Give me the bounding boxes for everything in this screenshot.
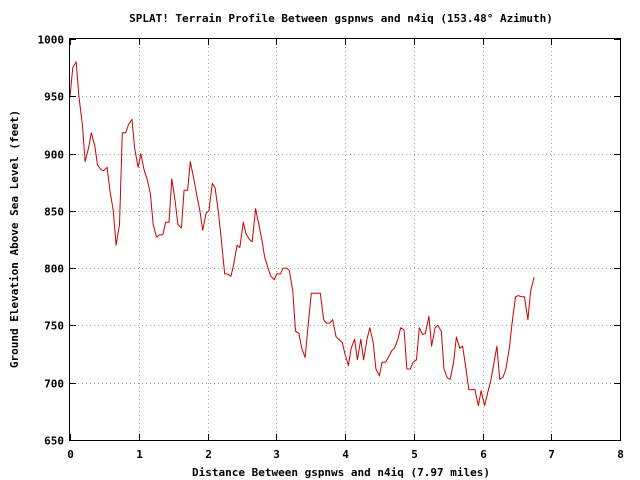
y-tick-label: 900 — [44, 149, 64, 162]
x-axis-title: Distance Between gspnws and n4iq (7.97 m… — [192, 466, 490, 479]
x-tick-label: 7 — [548, 448, 555, 461]
elevation-profile-line — [69, 61, 535, 407]
y-tick-label: 700 — [44, 378, 64, 391]
x-tick-label: 6 — [480, 448, 487, 461]
x-tick-label: 8 — [617, 448, 624, 461]
chart-title: SPLAT! Terrain Profile Between gspnws an… — [129, 12, 553, 25]
x-tick-label: 0 — [67, 448, 74, 461]
y-tick-label: 850 — [44, 206, 64, 219]
y-tick-label: 950 — [44, 91, 64, 104]
y-tick-label: 800 — [44, 263, 64, 276]
x-tick-label: 3 — [273, 448, 280, 461]
y-tick-label: 650 — [44, 435, 64, 448]
x-tick-label: 4 — [342, 448, 349, 461]
x-tick-label: 1 — [136, 448, 143, 461]
x-tick-label: 2 — [205, 448, 212, 461]
series-layer — [69, 61, 535, 407]
x-tick-label: 5 — [411, 448, 418, 461]
grid-layer — [70, 39, 620, 440]
y-tick-label: 750 — [44, 320, 64, 333]
tick-layer: 650 700 750 800 850 900 950 1000 0 1 2 3 4 5 6 7 8 — [38, 34, 624, 462]
y-tick-label: 1000 — [38, 34, 65, 47]
y-axis-title: Ground Elevation Above Sea Level (feet) — [8, 110, 21, 368]
plot-frame — [69, 38, 621, 441]
